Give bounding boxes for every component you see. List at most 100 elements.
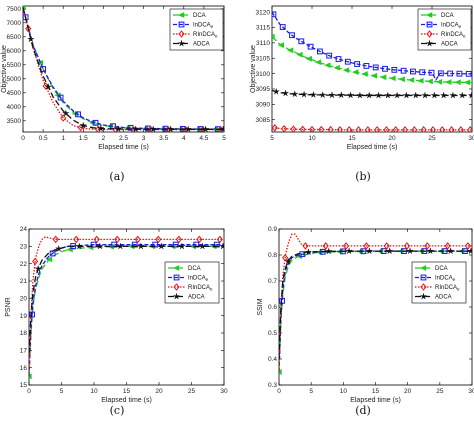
data-point [279, 297, 285, 304]
panel-caption: (d) [355, 404, 371, 417]
x-tick-label: 0.5 [39, 135, 48, 142]
y-axis-label: SSIM [257, 298, 264, 315]
data-point [380, 74, 387, 81]
y-tick-label: 6000 [7, 48, 22, 55]
data-point [365, 91, 373, 99]
data-point [45, 256, 53, 263]
data-point [75, 242, 84, 250]
x-tick-label: 1.5 [79, 135, 88, 142]
x-tick-label: 1 [61, 135, 65, 142]
y-tick-label: 3085 [256, 117, 271, 124]
y-tick-label: 21 [20, 278, 28, 285]
y-tick-label: 5500 [7, 62, 22, 69]
data-point [445, 79, 452, 85]
legend-label: DCA [188, 266, 201, 272]
legend-label: InDCAe [193, 23, 214, 30]
legend-marker [177, 39, 186, 47]
chart-panel-c: 0 5 10 15 20 25 30 15 16 17 18 19 20 21 22 23 24 Elapsed … [5, 226, 228, 417]
data-point [355, 126, 362, 132]
data-point [277, 42, 285, 49]
data-point [401, 126, 409, 132]
data-point [430, 91, 439, 99]
data-point [286, 47, 294, 54]
data-point [356, 91, 364, 99]
legend-marker [173, 274, 180, 281]
x-tick-label: 0 [21, 135, 25, 142]
data-point [149, 125, 157, 132]
data-point [464, 242, 471, 250]
x-axis-label: Elapsed time (s) [347, 144, 398, 151]
legend-marker [425, 39, 434, 47]
data-point [419, 69, 426, 76]
data-point [32, 257, 39, 266]
x-tick-label: 20 [155, 388, 163, 395]
data-point [346, 126, 353, 132]
series-group [272, 11, 472, 132]
y-tick-label: 3110 [256, 40, 270, 47]
data-point [363, 242, 370, 250]
data-point [96, 242, 104, 250]
legend-label: InDCAe [441, 23, 462, 30]
data-point [439, 91, 448, 99]
data-point [410, 68, 416, 75]
x-tick-label: 10 [308, 135, 316, 142]
data-point [172, 241, 179, 248]
data-point [385, 247, 394, 255]
data-point [111, 241, 118, 248]
data-point [467, 247, 472, 255]
data-point [291, 90, 299, 98]
y-tick-label: 18 [20, 330, 28, 337]
legend-label: RInDCAe [435, 285, 460, 292]
data-point [29, 311, 35, 318]
data-point [426, 247, 435, 255]
data-point [389, 75, 396, 82]
data-point [314, 59, 322, 66]
y-tick-label: 0.6 [268, 304, 277, 311]
x-tick-label: 30 [468, 135, 474, 142]
series-line-dca [279, 250, 472, 373]
legend-marker [420, 274, 427, 281]
legend-label: ADCA [188, 295, 205, 301]
data-point [272, 33, 275, 40]
data-point [114, 235, 121, 244]
y-tick-label: 15 [20, 382, 28, 389]
legend-marker [420, 283, 427, 291]
data-point [44, 83, 53, 91]
x-tick-label: 10 [340, 388, 348, 395]
data-point [290, 125, 297, 132]
data-point [337, 91, 346, 99]
data-point [448, 126, 455, 132]
data-point [272, 87, 280, 95]
data-point [328, 91, 336, 99]
data-point [343, 242, 350, 250]
data-point [365, 247, 374, 255]
x-axis-label: Elapsed time (s) [98, 144, 149, 151]
data-point [420, 126, 427, 132]
data-point [298, 38, 305, 45]
data-point [116, 242, 125, 250]
data-point [370, 72, 378, 79]
legend-marker [178, 30, 185, 38]
legend-label: InDCAe [188, 276, 209, 283]
data-point [318, 125, 325, 132]
data-point [175, 235, 182, 244]
data-point [317, 48, 323, 55]
y-tick-label: 19 [20, 313, 28, 320]
data-point [426, 78, 433, 85]
y-axis-label: Objective value [250, 45, 257, 93]
data-point [302, 242, 309, 250]
y-tick-label: 3100 [256, 71, 271, 78]
data-point [446, 247, 455, 255]
legend-label: DCA [441, 13, 454, 19]
data-point [300, 90, 308, 98]
data-point [411, 91, 420, 99]
data-point [34, 264, 43, 272]
x-tick-label: 3.5 [159, 135, 168, 142]
series-group [23, 6, 224, 132]
x-tick-label: 4.5 [199, 135, 208, 142]
y-tick-label: 3090 [256, 102, 271, 109]
chart-panel-d: 0 5 10 15 20 25 30 0.3 0.4 0.5 0.6 0.7 0.8 0.9 Elapsed… [257, 226, 474, 417]
series-group [29, 235, 224, 380]
y-tick-label: 0.5 [268, 330, 277, 337]
